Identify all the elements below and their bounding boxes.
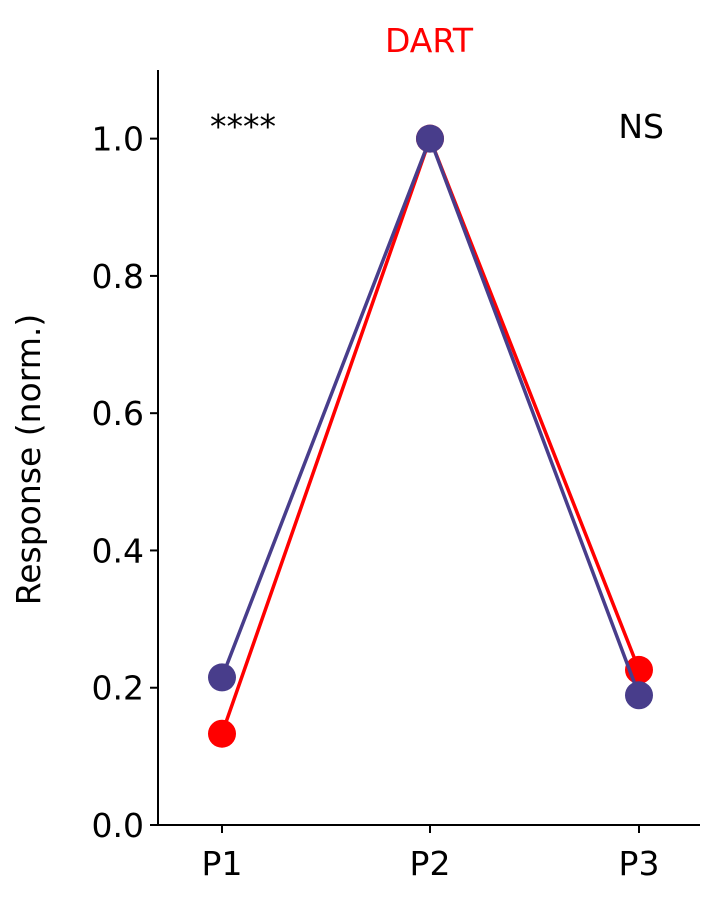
y-tick-label: 0.4 (92, 531, 144, 570)
y-tick-label: 1.0 (92, 120, 144, 159)
x-tick-label: P2 (410, 844, 451, 883)
data-point (625, 681, 653, 710)
series-layer (208, 124, 653, 748)
y-axis-ticks: 0.0 0.2 0.4 0.6 0.8 1.0 (92, 120, 158, 845)
x-tick-label: P3 (619, 844, 660, 883)
y-tick-label: 0.2 (92, 669, 144, 708)
y-tick-label: 0.0 (92, 806, 144, 845)
data-point (208, 719, 236, 748)
x-axis-ticks: P1 P2 P3 (202, 825, 660, 883)
data-point (416, 124, 444, 153)
series-line (220, 133, 641, 735)
significance-annotation: NS (618, 107, 664, 146)
series-2 (208, 124, 653, 710)
series-1 (208, 124, 653, 748)
x-tick-label: P1 (202, 844, 243, 883)
series-line (220, 133, 641, 696)
data-point (208, 663, 236, 692)
y-tick-label: 0.6 (92, 394, 144, 433)
axes (157, 70, 700, 826)
y-axis-title: Response (norm.) (9, 314, 48, 605)
annotation-layer: **** NS (210, 107, 664, 146)
chart-title: DART (385, 21, 474, 60)
significance-annotation: **** (210, 107, 276, 146)
y-tick-label: 0.8 (92, 257, 144, 296)
